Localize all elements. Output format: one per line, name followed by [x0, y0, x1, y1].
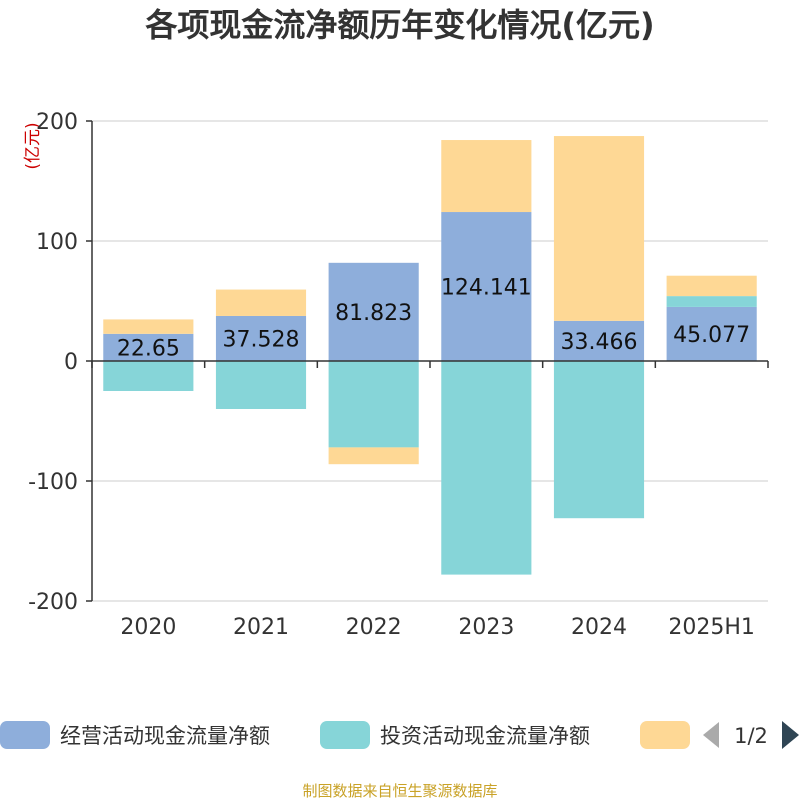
- data-label: 45.077: [673, 323, 750, 348]
- x-tick-label: 2023: [458, 615, 514, 640]
- bar-1-2025H1: [666, 306, 757, 361]
- data-label: 37.528: [223, 327, 300, 352]
- bar-3-2021: [215, 289, 307, 316]
- bar-1-2021: [215, 315, 307, 361]
- pager-label: 1/2: [734, 724, 768, 748]
- bar-1-2022: [328, 262, 419, 361]
- legend-label: 经营活动现金流量净额: [60, 724, 270, 748]
- axis-layer: 200 100 0 -100 -200 2020 2021 2022 2023 2024 2025H…: [28, 110, 769, 640]
- x-tick-label: 2024: [571, 615, 627, 640]
- bar-2-2021: [215, 361, 307, 409]
- legend-swatch: [320, 721, 370, 749]
- legend-swatch: [0, 721, 50, 749]
- bar-2-2025H1: [666, 296, 757, 307]
- bar-3-2022: [328, 447, 419, 465]
- x-tick-label: 2022: [346, 615, 402, 640]
- legend-item-1[interactable]: 经营活动现金流量净额: [0, 721, 270, 749]
- y-tick-label: 0: [64, 350, 78, 375]
- data-label: 22.65: [117, 336, 180, 361]
- bar-2-2022: [328, 361, 419, 448]
- legend[interactable]: 经营活动现金流量净额 投资活动现金流量净额 1/2: [0, 721, 799, 749]
- y-tick-label: 100: [36, 230, 78, 255]
- labels-layer: 22.65 37.528 81.823 124.141 33.466 45.077: [117, 276, 750, 362]
- data-label: 33.466: [561, 330, 638, 355]
- bars-layer: [103, 136, 757, 575]
- bar-3-2024: [553, 136, 645, 321]
- legend-item-2[interactable]: 投资活动现金流量净额: [320, 721, 590, 749]
- y-tick-label: 200: [36, 110, 78, 135]
- data-source-note: 制图数据来自恒生聚源数据库: [302, 782, 497, 800]
- bar-1-2024: [553, 320, 645, 361]
- bar-2-2020: [103, 361, 194, 391]
- legend-swatch: [640, 721, 690, 749]
- pager-prev-icon[interactable]: [703, 722, 719, 748]
- x-tick-label: 2020: [120, 615, 176, 640]
- y-axis-unit: (亿元): [23, 122, 43, 169]
- bar-3-2020: [103, 319, 194, 334]
- bar-1-2023: [441, 212, 532, 361]
- bar-3-2025H1: [666, 275, 757, 297]
- bar-2-2023: [441, 361, 532, 575]
- x-tick-label: 2021: [233, 615, 289, 640]
- y-tick-label: -100: [28, 470, 78, 495]
- chart-title: 各项现金流净额历年变化情况(亿元): [145, 6, 654, 44]
- legend-item-3[interactable]: [640, 721, 690, 749]
- y-tick-label: -200: [28, 590, 78, 615]
- data-label: 81.823: [335, 301, 412, 326]
- bar-2-2024: [553, 361, 645, 519]
- bar-1-2020: [103, 333, 194, 361]
- pager-next-icon[interactable]: [782, 721, 799, 749]
- legend-label: 投资活动现金流量净额: [380, 724, 590, 748]
- data-label: 124.141: [441, 276, 532, 301]
- x-tick-label: 2025H1: [668, 615, 755, 640]
- bar-3-2023: [441, 140, 532, 213]
- grid-layer: [92, 120, 768, 602]
